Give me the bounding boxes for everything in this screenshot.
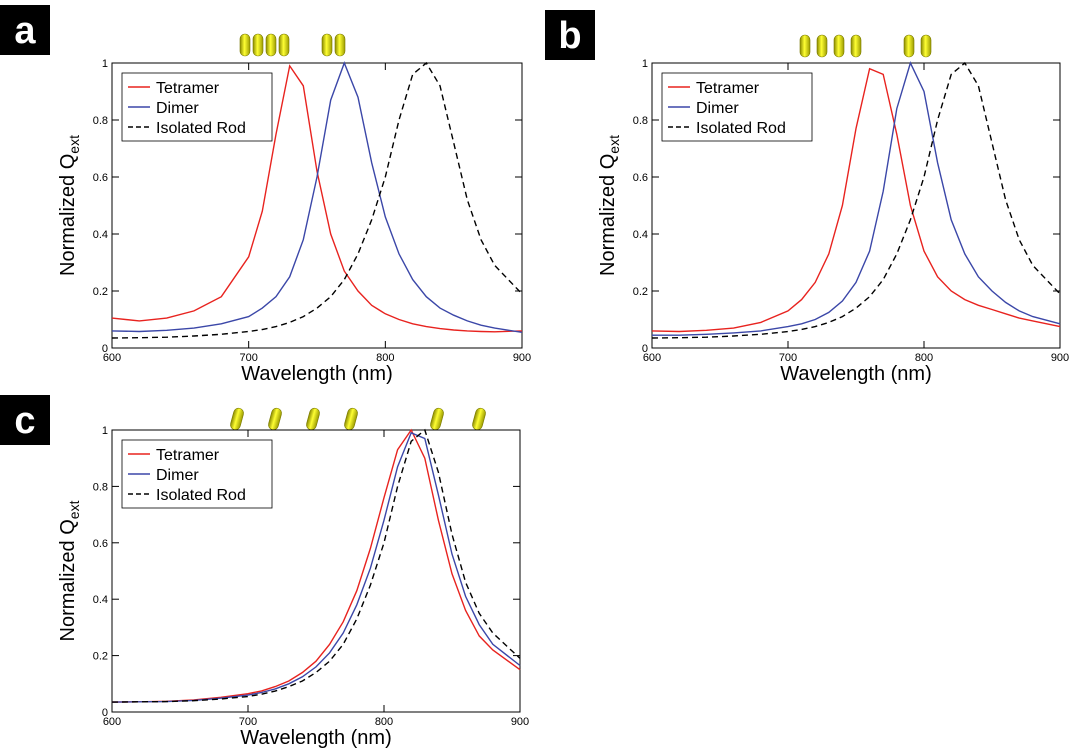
nanorod-icon bbox=[278, 33, 290, 57]
data-line bbox=[111, 61, 523, 333]
y-axis-label-main: Normalized Q bbox=[597, 154, 619, 276]
y-tick-label: 1 bbox=[102, 58, 108, 70]
nanorod-icon bbox=[321, 33, 333, 57]
legend-label: Tetramer bbox=[696, 80, 760, 97]
y-axis-label: Normalized Qext bbox=[57, 500, 82, 641]
legend-label: Dimer bbox=[696, 100, 739, 117]
legend-label: Tetramer bbox=[156, 80, 220, 97]
nanorod-icon bbox=[903, 34, 915, 58]
panel-label: b bbox=[558, 15, 581, 57]
y-tick-label: 0.4 bbox=[633, 229, 648, 241]
nanorod-icon bbox=[816, 34, 828, 58]
x-axis-label: Wavelength (nm) bbox=[240, 727, 392, 749]
panel-label-box bbox=[545, 10, 595, 60]
nanorod-icon bbox=[833, 34, 845, 58]
nanorod-icon bbox=[265, 33, 277, 57]
data-line bbox=[111, 64, 523, 333]
x-tick-label: 700 bbox=[779, 352, 797, 364]
nanorod-icon bbox=[472, 407, 486, 431]
x-axis-label: Wavelength (nm) bbox=[780, 363, 932, 385]
nanorod-icon bbox=[334, 33, 346, 57]
legend-label: Dimer bbox=[156, 467, 199, 484]
y-tick-label: 0.2 bbox=[93, 286, 108, 298]
y-axis-label-main: Normalized Q bbox=[57, 154, 79, 276]
x-tick-label: 800 bbox=[376, 352, 394, 364]
nanorod-icon bbox=[850, 34, 862, 58]
legend-label: Tetramer bbox=[156, 447, 220, 464]
nanorod-icon bbox=[252, 33, 264, 57]
legend-label: Isolated Rod bbox=[156, 487, 246, 504]
plot-frame bbox=[651, 62, 1061, 349]
y-tick-label: 0.8 bbox=[93, 115, 108, 127]
y-tick-label: 0 bbox=[102, 707, 108, 719]
y-tick-label: 0.6 bbox=[633, 172, 648, 184]
panel-label: a bbox=[14, 10, 36, 52]
panel-label-box bbox=[0, 395, 50, 445]
y-tick-label: 0.2 bbox=[633, 286, 648, 298]
y-tick-label: 0.6 bbox=[93, 172, 108, 184]
y-tick-label: 0.4 bbox=[93, 229, 108, 241]
y-axis-label: Normalized Qext bbox=[57, 135, 82, 276]
x-tick-label: 700 bbox=[239, 716, 257, 728]
panel-label: c bbox=[14, 400, 35, 442]
x-axis-label: Wavelength (nm) bbox=[241, 363, 393, 385]
nanorod-icon bbox=[230, 407, 244, 431]
x-tick-label: 600 bbox=[643, 352, 661, 364]
plot-frame bbox=[111, 429, 521, 713]
x-tick-label: 600 bbox=[103, 352, 121, 364]
data-line bbox=[652, 61, 1061, 336]
nanorod-icon bbox=[430, 407, 444, 431]
nanorod-icon bbox=[306, 407, 320, 431]
y-axis-label-subscript: ext bbox=[606, 135, 622, 154]
data-line bbox=[111, 428, 521, 703]
y-axis-label: Normalized Qext bbox=[597, 135, 622, 276]
nanorod-icon bbox=[239, 33, 251, 57]
y-tick-label: 0.8 bbox=[633, 115, 648, 127]
y-tick-label: 0 bbox=[642, 343, 648, 355]
x-tick-label: 900 bbox=[513, 352, 531, 364]
data-line bbox=[111, 431, 521, 703]
nanorod-icon bbox=[268, 407, 282, 431]
nanorod-icon bbox=[344, 407, 358, 431]
y-tick-label: 0.2 bbox=[93, 651, 108, 663]
nanorod-icon bbox=[799, 34, 811, 58]
y-axis-label-main: Normalized Q bbox=[57, 519, 79, 641]
y-axis-label-subscript: ext bbox=[66, 135, 82, 154]
legend-label: Isolated Rod bbox=[156, 120, 246, 137]
plot-frame bbox=[111, 62, 523, 349]
y-tick-label: 0.4 bbox=[93, 594, 108, 606]
y-tick-label: 0 bbox=[102, 343, 108, 355]
x-tick-label: 800 bbox=[915, 352, 933, 364]
panel-label-box bbox=[0, 5, 50, 55]
x-tick-label: 600 bbox=[103, 716, 121, 728]
legend-label: Dimer bbox=[156, 100, 199, 117]
x-tick-label: 900 bbox=[1051, 352, 1069, 364]
y-axis-label-subscript: ext bbox=[66, 500, 82, 519]
y-tick-label: 1 bbox=[642, 58, 648, 70]
legend-label: Isolated Rod bbox=[696, 120, 786, 137]
x-tick-label: 800 bbox=[375, 716, 393, 728]
nanorod-icon bbox=[920, 34, 932, 58]
data-line bbox=[651, 67, 1061, 333]
y-tick-label: 1 bbox=[102, 425, 108, 437]
x-tick-label: 700 bbox=[239, 352, 257, 364]
x-tick-label: 900 bbox=[511, 716, 529, 728]
y-tick-label: 0.6 bbox=[93, 538, 108, 550]
y-tick-label: 0.8 bbox=[93, 481, 108, 493]
